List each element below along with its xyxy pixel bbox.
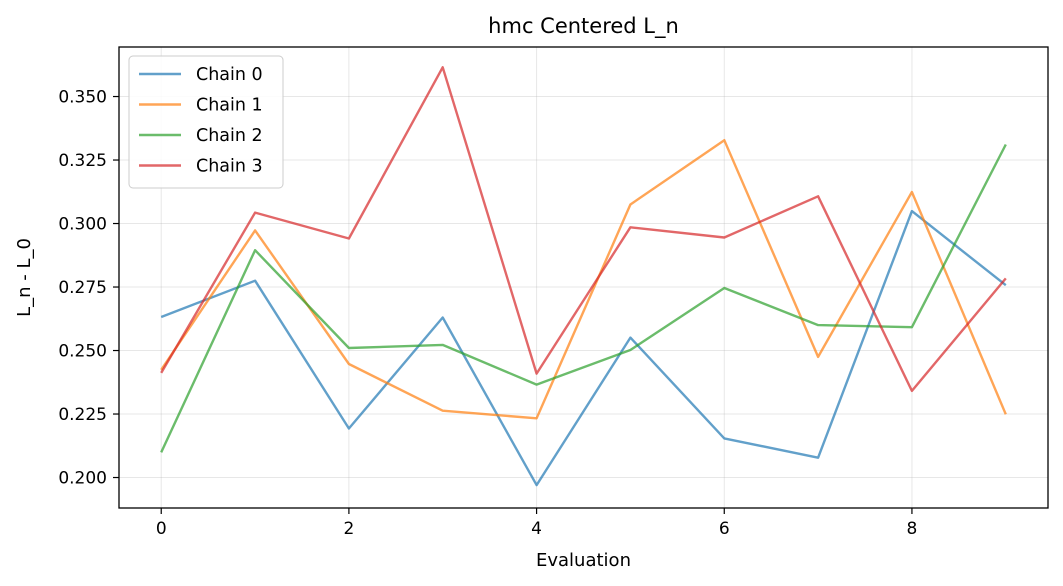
x-tick-label: 4 — [531, 519, 542, 539]
y-axis-label: L_n - L_0 — [14, 238, 35, 317]
x-tick-label: 6 — [719, 519, 730, 539]
x-tick-label: 2 — [343, 519, 354, 539]
x-tick-label: 0 — [156, 519, 167, 539]
series-lines — [160, 66, 1007, 487]
legend-label: Chain 2 — [196, 126, 263, 146]
y-tick-label: 0.250 — [58, 342, 107, 362]
series-line-chain-3 — [160, 66, 1007, 393]
y-tick-label: 0.275 — [58, 278, 107, 298]
axis-ticks: 0 2 4 6 8 0.200 0.225 0.250 0.275 0.300 0.325 0.350 — [58, 88, 917, 539]
legend-box — [128, 55, 284, 189]
series-line-chain-0 — [160, 209, 1007, 487]
x-tick-label: 8 — [907, 519, 918, 539]
legend-label: Chain 3 — [196, 157, 263, 177]
y-tick-label: 0.225 — [58, 405, 107, 425]
plot-frame — [118, 46, 1049, 509]
legend-label: Chain 1 — [196, 96, 263, 116]
y-tick-label: 0.325 — [58, 151, 107, 171]
y-tick-label: 0.300 — [58, 215, 107, 235]
legend: Chain 0 Chain 1 Chain 2 Chain 3 — [128, 55, 284, 189]
x-axis-label: Evaluation — [536, 550, 631, 571]
series-line-chain-2 — [160, 143, 1007, 453]
series-line-chain-1 — [160, 138, 1007, 420]
chart-title: hmc Centered L_n — [488, 14, 679, 39]
y-tick-label: 0.200 — [58, 469, 107, 489]
legend-label: Chain 0 — [196, 65, 263, 85]
y-tick-label: 0.350 — [58, 88, 107, 108]
